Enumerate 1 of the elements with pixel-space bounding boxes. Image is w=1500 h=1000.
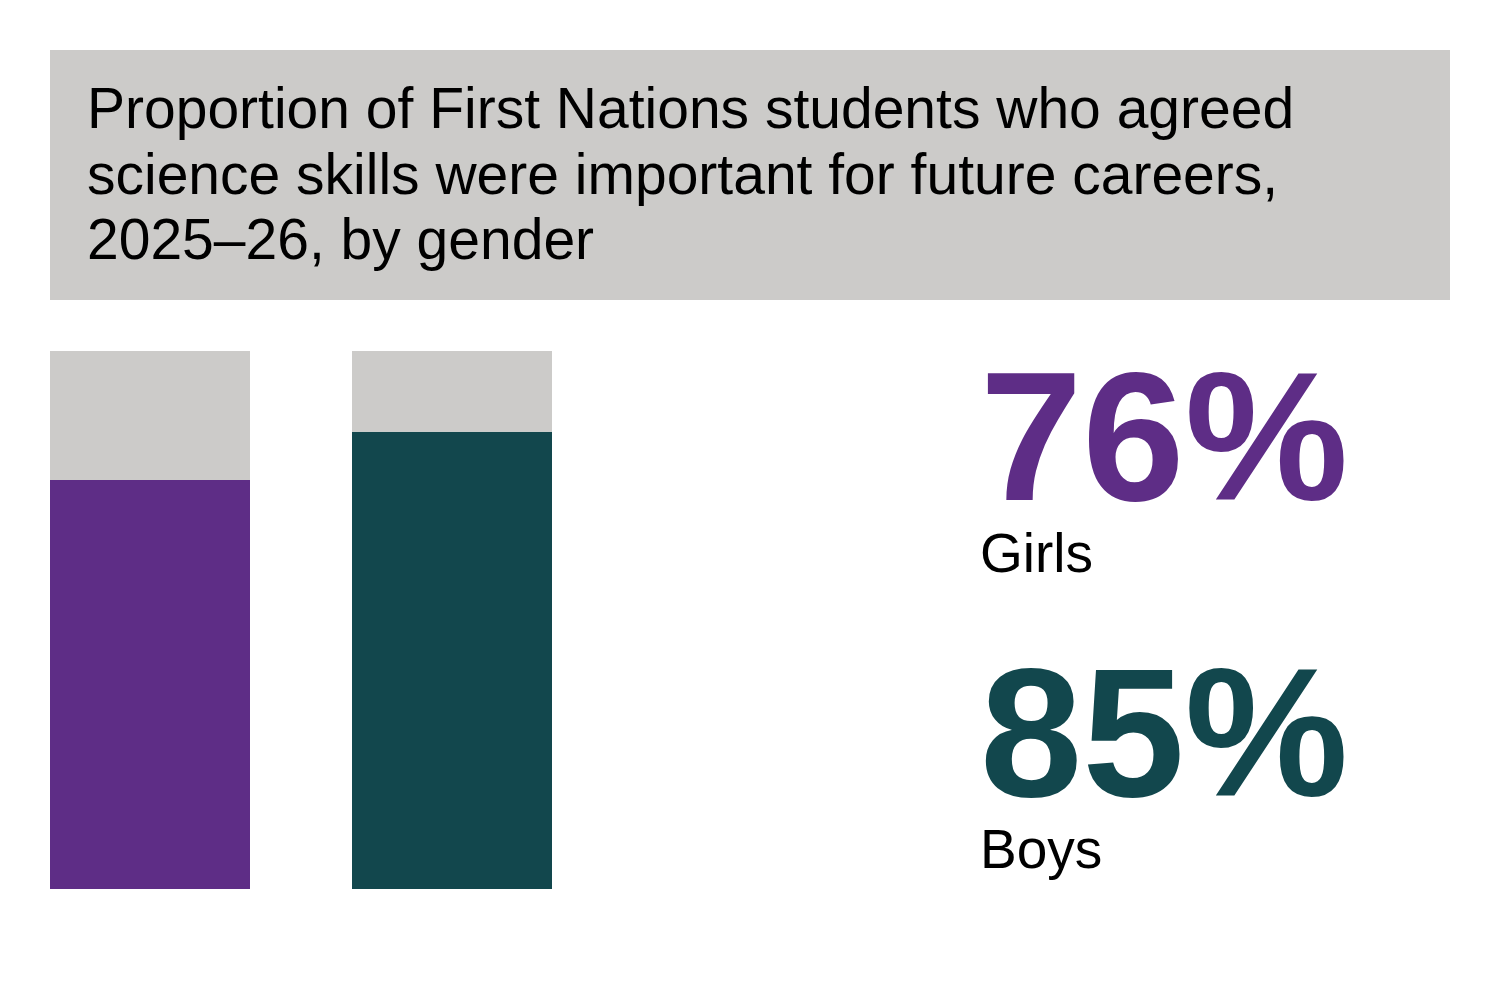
chart-title: Proportion of First Nations students who agreed science skills were important for future careers, 2025–26, by gender: [87, 76, 1295, 271]
